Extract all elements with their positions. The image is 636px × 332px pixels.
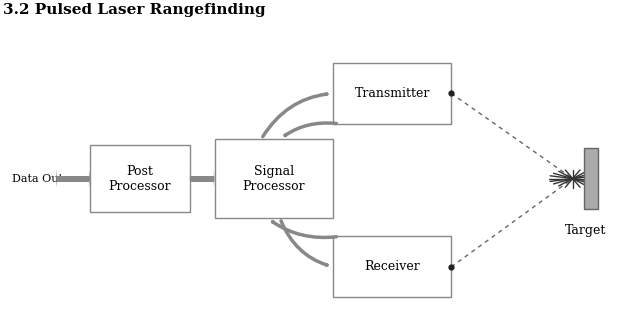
Polygon shape — [57, 176, 89, 182]
Polygon shape — [56, 170, 57, 187]
FancyBboxPatch shape — [214, 139, 333, 218]
FancyBboxPatch shape — [333, 236, 451, 297]
FancyBboxPatch shape — [584, 148, 598, 209]
Text: Post
Processor: Post Processor — [109, 165, 171, 193]
Polygon shape — [89, 170, 90, 187]
FancyBboxPatch shape — [90, 145, 190, 212]
Polygon shape — [191, 176, 214, 182]
FancyBboxPatch shape — [333, 63, 451, 124]
Text: Receiver: Receiver — [364, 260, 420, 274]
Text: Transmitter: Transmitter — [354, 87, 430, 100]
Text: Data Out: Data Out — [12, 174, 63, 184]
Text: Signal
Processor: Signal Processor — [242, 165, 305, 193]
Text: Target: Target — [564, 224, 606, 237]
Polygon shape — [190, 170, 191, 187]
Text: 3.2 Pulsed Laser Rangefinding: 3.2 Pulsed Laser Rangefinding — [3, 3, 265, 17]
